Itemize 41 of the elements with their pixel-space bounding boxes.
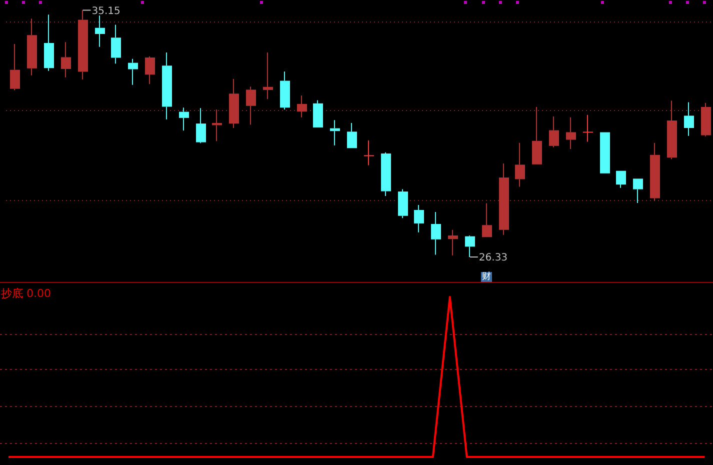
candlestick	[229, 78, 239, 129]
candlestick	[246, 86, 256, 126]
annotation: 35.15	[92, 6, 120, 17]
annotation: 26.33	[478, 252, 508, 264]
candlestick	[10, 44, 20, 91]
text: 财	[480, 272, 492, 282]
candlestick	[549, 116, 559, 148]
candlestick	[128, 58, 138, 86]
candlestick	[162, 52, 172, 120]
candlestick	[532, 106, 542, 164]
candlestick	[499, 163, 509, 236]
candlestick	[448, 229, 458, 256]
candlestick	[701, 102, 711, 137]
candlestick	[650, 142, 660, 202]
candlestick	[196, 108, 206, 144]
candlestick	[145, 56, 155, 85]
candlestick	[95, 15, 105, 48]
candlestick	[414, 204, 424, 233]
candlestick	[27, 18, 37, 76]
candlestick	[364, 140, 374, 166]
candlestick	[616, 170, 626, 188]
candlestick	[566, 116, 576, 150]
candlestick	[44, 14, 54, 72]
candlestick	[347, 122, 357, 148]
candlestick	[313, 100, 323, 128]
candlestick	[61, 42, 71, 78]
annotation: 0.00	[25, 287, 51, 300]
candlestick	[111, 24, 121, 64]
text: 抄底	[1, 287, 23, 300]
candlestick	[667, 100, 677, 160]
candlestick	[684, 102, 694, 136]
candlestick	[297, 95, 307, 118]
candlestick	[633, 178, 643, 204]
candlestick	[582, 114, 594, 142]
candlestick	[431, 211, 441, 256]
candlestick	[263, 52, 273, 100]
candlestick	[179, 107, 189, 132]
candlestick	[280, 70, 290, 110]
candlestick	[482, 202, 492, 238]
candlestick	[515, 142, 525, 188]
candlestick	[381, 152, 391, 196]
